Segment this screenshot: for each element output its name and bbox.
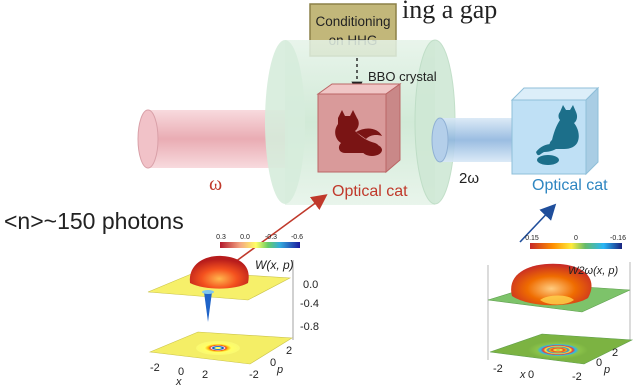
p-tick-right: -2: [572, 371, 582, 383]
input-beam-label: ω: [209, 173, 222, 195]
x-tick-left: 0: [178, 366, 184, 378]
colorbar-left-tick: 0.0: [240, 234, 250, 241]
blue-cube: [510, 86, 600, 176]
x-axis-label-left: x: [175, 376, 182, 386]
x-tick-left: -2: [150, 362, 160, 374]
function-label-right: W2ω(x, p): [568, 265, 618, 277]
output-beam-label: 2ω: [459, 170, 479, 187]
arrow-to-left-cat: [234, 194, 328, 263]
p-axis-label-right: p: [603, 364, 610, 376]
p-tick-left: -2: [249, 369, 259, 381]
x-tick-left: 2: [202, 369, 208, 381]
x-axis-label-right: x: [519, 369, 526, 381]
z-tick-left: -0.8: [300, 321, 319, 333]
conditioning-label-line1: Conditioning: [315, 14, 390, 29]
colorbar-left-tick: 0.3: [216, 234, 226, 241]
p-tick-left: 2: [286, 345, 292, 357]
x-tick-right: -2: [493, 363, 503, 375]
output-beam: [431, 117, 525, 163]
cat-silhouette-blue-icon: [536, 105, 579, 165]
crystal-label: BBO crystal: [368, 69, 437, 84]
colorbar-left-tick: -0.6: [291, 234, 303, 241]
x-tick-right: 0: [528, 369, 534, 381]
wigner-plot-left: 0.3 0.0 -0.3 -0.6 0.0 -0.4 -0.8 W(x, p) …: [147, 234, 319, 386]
z-tick-left: -0.4: [300, 298, 319, 310]
optical-cat-right-label: Optical cat: [532, 177, 608, 194]
p-tick-right: 2: [612, 347, 618, 359]
wigner-plot-right: 0.15 0 -0.16 W2ω(x, p) -2 0 x -2 0 2 p: [487, 235, 634, 383]
green-cylinder: [265, 39, 456, 205]
colorbar-right-tick: -0.16: [610, 235, 626, 242]
optical-cat-left-label: Optical cat: [332, 183, 408, 200]
top-cutoff-text: ing a gap: [402, 0, 497, 24]
colorbar-right-tick: 0.15: [525, 235, 539, 242]
input-beam: [137, 109, 288, 169]
z-tick-left: 0.0: [303, 279, 318, 291]
photon-number-label: <n>~150 photons: [4, 208, 184, 234]
arrow-to-right-cat: [519, 203, 557, 243]
colorbar-right: [530, 243, 622, 249]
colorbar-right-tick: 0: [574, 235, 578, 242]
p-axis-label-left: p: [276, 364, 283, 376]
colorbar-left-tick: -0.3: [265, 234, 277, 241]
cat-silhouette-red-icon: [335, 110, 382, 156]
red-cube: [316, 83, 402, 174]
colorbar-left: [220, 242, 300, 248]
function-label-left: W(x, p): [255, 258, 294, 272]
p-tick-right: 0: [596, 357, 602, 369]
p-tick-left: 0: [270, 357, 276, 369]
